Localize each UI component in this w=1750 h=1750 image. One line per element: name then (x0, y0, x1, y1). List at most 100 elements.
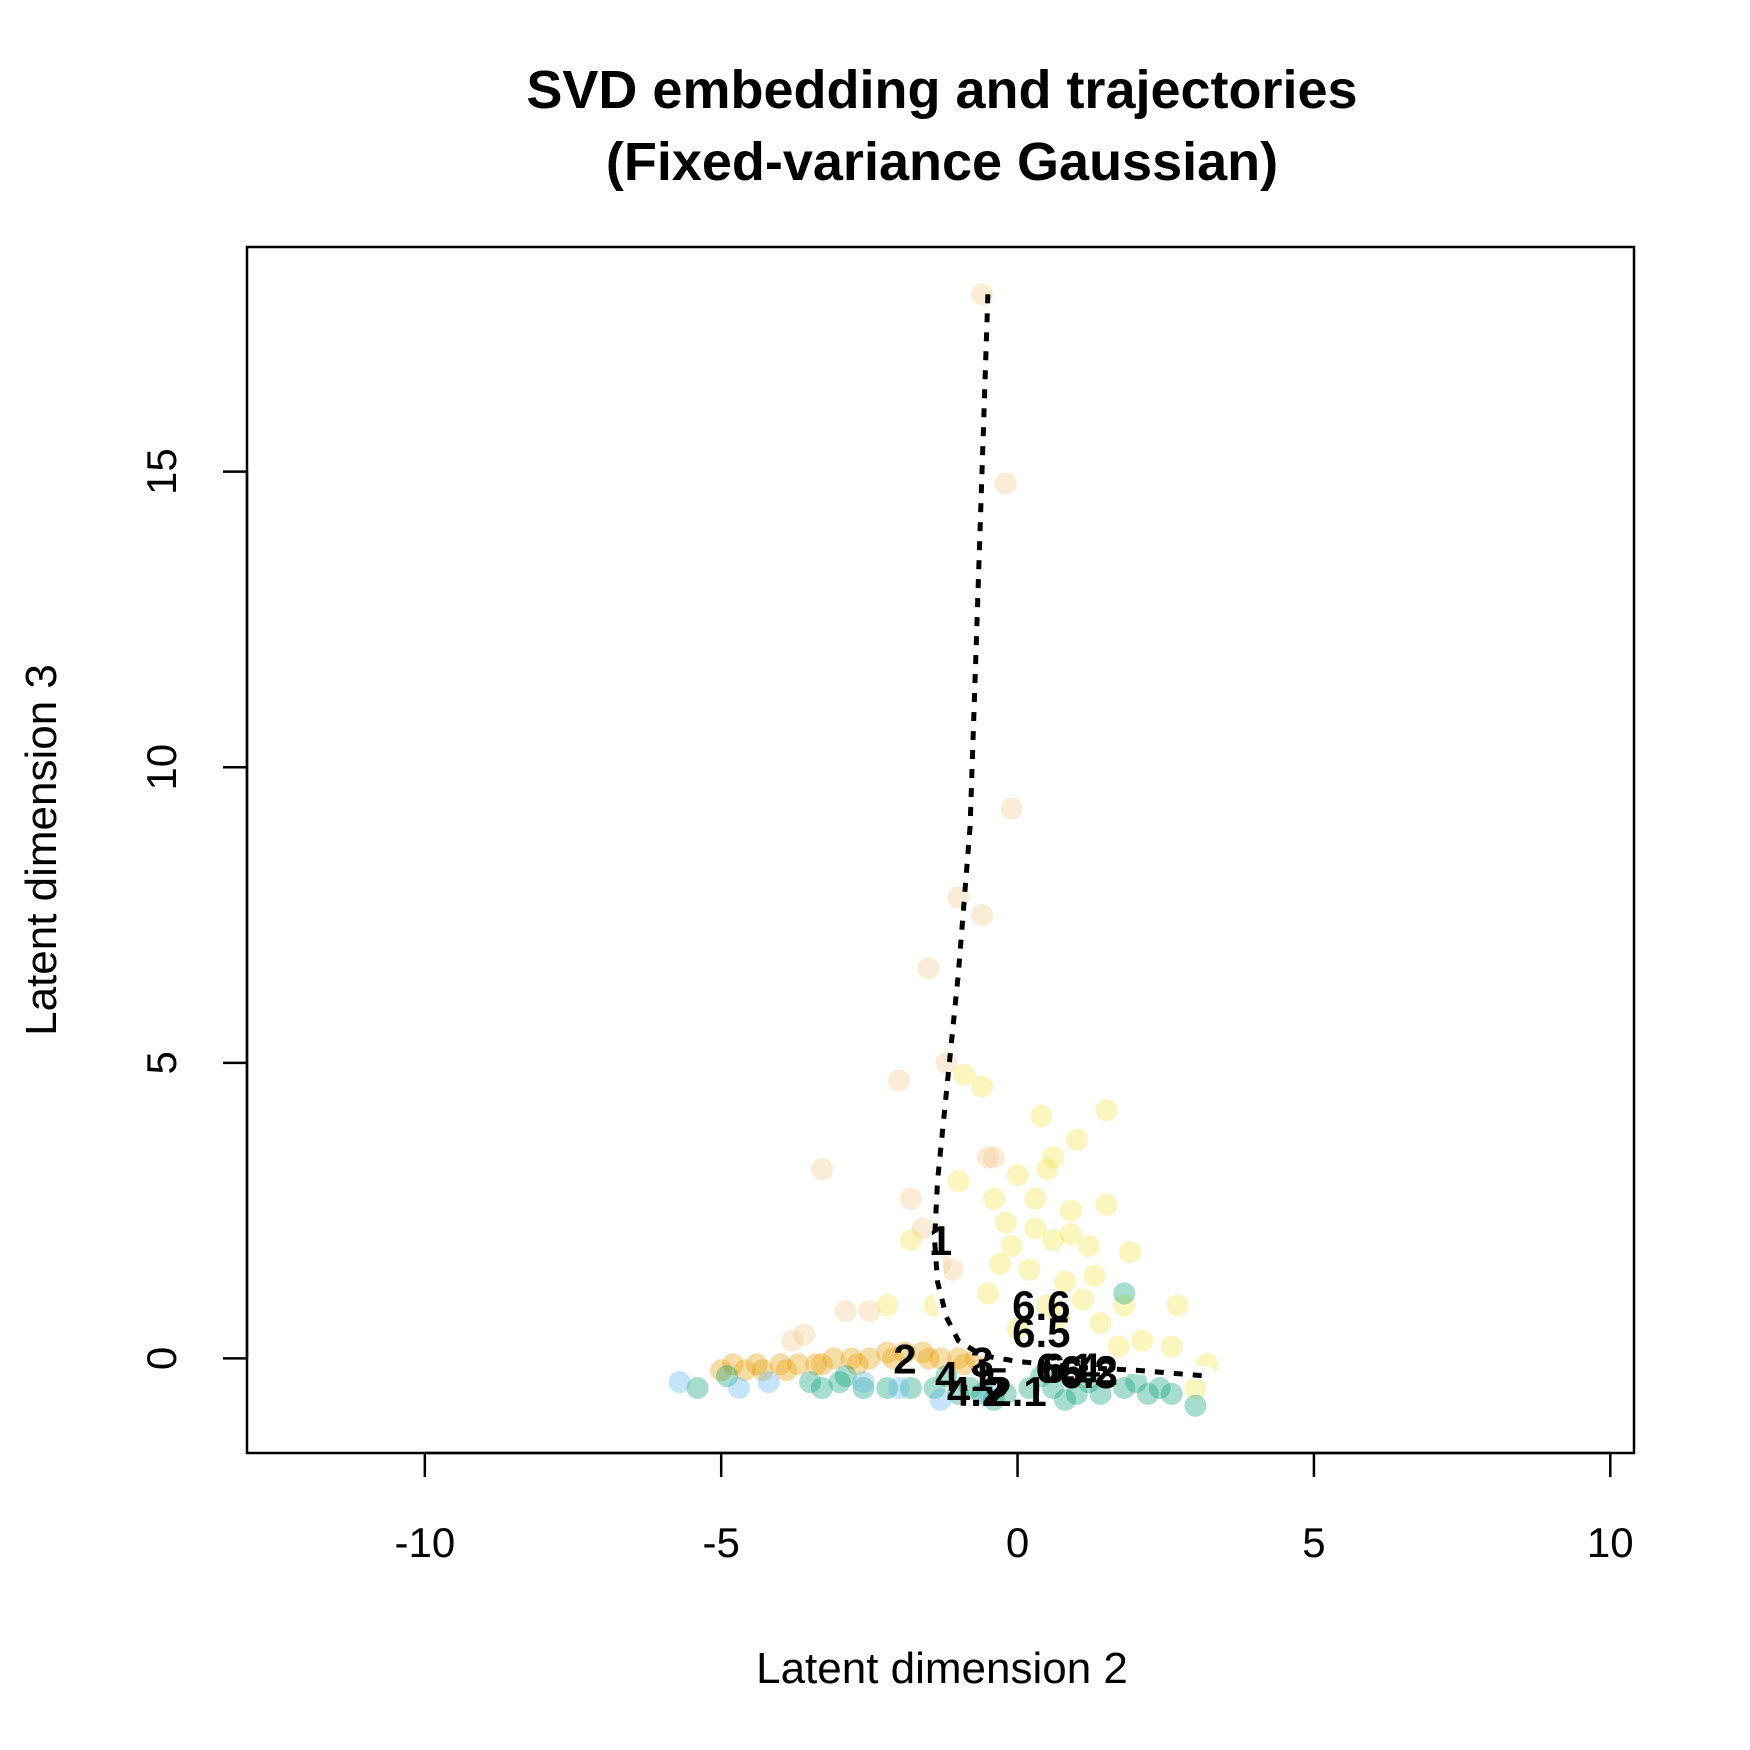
data-point (1137, 1382, 1159, 1405)
data-point (769, 1353, 792, 1376)
data-point (971, 1075, 993, 1098)
data-point (994, 1382, 1017, 1405)
cluster-label: 1 (929, 1217, 952, 1264)
trajectory-dotted-line (932, 294, 1208, 1379)
data-point (840, 1347, 863, 1370)
data-point (1131, 1329, 1153, 1352)
x-axis-label: Latent dimension 2 (756, 1644, 1128, 1693)
data-point (1042, 1146, 1065, 1169)
data-point (947, 1382, 970, 1405)
data-point (929, 1347, 952, 1370)
data-point (1148, 1377, 1171, 1399)
data-point (971, 904, 993, 926)
data-point (988, 1252, 1011, 1275)
data-point (805, 1353, 827, 1376)
data-point (1095, 1193, 1118, 1216)
cluster-label: 6.4 (1042, 1344, 1101, 1391)
data-point (899, 1229, 922, 1252)
data-point (751, 1359, 774, 1382)
data-point (1054, 1388, 1076, 1411)
data-point (971, 1382, 993, 1405)
data-point (745, 1353, 768, 1376)
data-point (1042, 1377, 1065, 1399)
cluster-label: 6.1 (1036, 1344, 1094, 1391)
data-point (722, 1353, 744, 1376)
data-point (781, 1329, 804, 1352)
data-point (899, 1377, 922, 1399)
y-axis: 0 5 10 15 (138, 448, 249, 1370)
data-point (994, 472, 1017, 495)
data-point (775, 1359, 798, 1382)
data-point (917, 1347, 940, 1370)
data-point (982, 1187, 1005, 1210)
data-point (1160, 1382, 1183, 1405)
cluster-label: 6.5 (1012, 1309, 1070, 1356)
data-point (1166, 1294, 1189, 1317)
data-point (852, 1371, 875, 1394)
data-point (1036, 1294, 1059, 1317)
data-point (976, 1146, 999, 1169)
data-point (1125, 1371, 1148, 1394)
data-point (1184, 1377, 1207, 1399)
chart-title-line2: (Fixed-variance Gaussian) (606, 132, 1278, 192)
data-point (728, 1377, 750, 1399)
data-point (858, 1347, 881, 1370)
data-point (947, 1170, 970, 1193)
data-point (793, 1323, 816, 1346)
cluster-label: 3 (970, 1338, 993, 1385)
data-point (994, 1211, 1017, 1234)
data-point (852, 1377, 875, 1399)
data-point (733, 1359, 756, 1382)
data-point (893, 1341, 916, 1364)
y-tick-label: 0 (138, 1347, 185, 1370)
cluster-label: 6.2 (1060, 1347, 1118, 1394)
data-point (858, 1300, 881, 1323)
data-point (1077, 1235, 1100, 1258)
data-point (1006, 1164, 1029, 1187)
data-point (1095, 1099, 1118, 1122)
data-point (799, 1371, 822, 1394)
cluster-label: 2.1 (988, 1368, 1046, 1415)
data-point (888, 1377, 910, 1399)
data-point (976, 1282, 999, 1305)
data-point (941, 1258, 964, 1281)
data-point (811, 1353, 833, 1376)
data-point (917, 957, 940, 980)
x-tick-label: 0 (1006, 1519, 1029, 1566)
data-point (1018, 1258, 1041, 1281)
scatter-points (668, 283, 1219, 1417)
chart-title-line1: SVD embedding and trajectories (526, 60, 1357, 120)
data-point (1071, 1288, 1094, 1311)
data-point (1083, 1264, 1106, 1287)
data-point (929, 1388, 952, 1411)
data-point (1119, 1241, 1142, 1263)
y-axis-label: Latent dimension 3 (17, 664, 66, 1036)
data-point (846, 1353, 869, 1376)
data-point (1065, 1128, 1088, 1151)
data-point (876, 1377, 899, 1399)
data-point (710, 1359, 733, 1382)
data-point (1030, 1365, 1053, 1388)
data-point (1059, 1199, 1082, 1222)
data-point (1113, 1282, 1136, 1305)
data-point (1059, 1223, 1082, 1246)
data-point (1030, 1105, 1053, 1127)
data-point (1024, 1217, 1047, 1240)
data-point (911, 1341, 934, 1364)
data-point (1024, 1187, 1047, 1210)
data-point (1000, 1235, 1023, 1258)
cluster-labels: 1 6.66.5 2 3 6.16.46.26.3 4.14.252.1 (893, 1217, 1118, 1415)
data-point (947, 1347, 970, 1370)
data-point (1065, 1382, 1088, 1405)
y-tick-label: 15 (138, 448, 185, 495)
data-point (982, 1146, 1005, 1169)
data-point (811, 1158, 833, 1181)
data-point (716, 1365, 739, 1388)
data-point (1089, 1382, 1112, 1405)
data-point (923, 1377, 946, 1399)
cluster-label: 4.1 (935, 1353, 993, 1400)
cluster-label: 4.2 (947, 1368, 1005, 1415)
data-point (899, 1187, 922, 1210)
